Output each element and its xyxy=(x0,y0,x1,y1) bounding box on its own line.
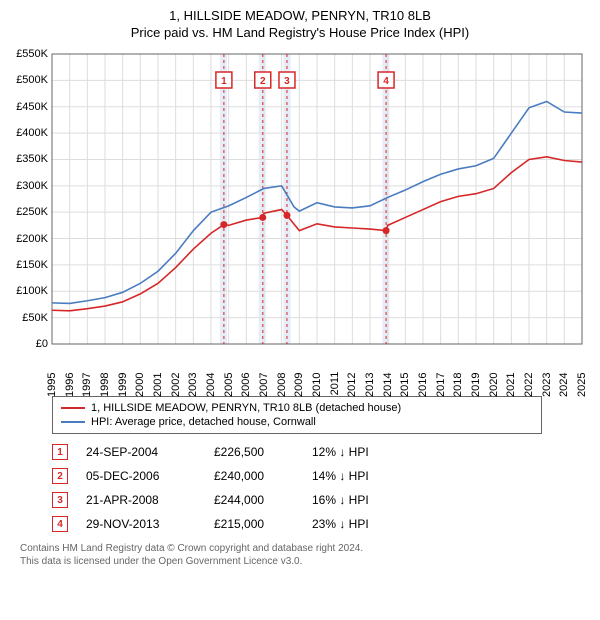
transaction-delta: 12% ↓ HPI xyxy=(312,445,402,459)
y-axis-label: £150K xyxy=(10,259,48,271)
transaction-price: £215,000 xyxy=(214,517,294,531)
y-axis-label: £100K xyxy=(10,285,48,297)
x-axis-label: 2011 xyxy=(329,372,341,396)
transaction-row: 3 21-APR-2008 £244,000 16% ↓ HPI xyxy=(52,488,590,512)
legend-item: 1, HILLSIDE MEADOW, PENRYN, TR10 8LB (de… xyxy=(61,401,533,415)
x-axis-label: 2003 xyxy=(187,372,199,396)
x-axis-label: 2001 xyxy=(152,372,164,396)
y-axis-label: £50K xyxy=(10,312,48,324)
transaction-date: 05-DEC-2006 xyxy=(86,469,196,483)
transaction-marker: 4 xyxy=(52,516,68,532)
transaction-date: 21-APR-2008 xyxy=(86,493,196,507)
x-axis-label: 2020 xyxy=(488,372,500,396)
transaction-price: £244,000 xyxy=(214,493,294,507)
footer-line-2: This data is licensed under the Open Gov… xyxy=(20,555,590,568)
y-axis-label: £350K xyxy=(10,153,48,165)
x-axis-label: 2013 xyxy=(364,372,376,396)
legend-label: HPI: Average price, detached house, Corn… xyxy=(91,416,316,428)
transaction-delta: 23% ↓ HPI xyxy=(312,517,402,531)
x-axis-label: 2017 xyxy=(435,372,447,396)
transaction-marker: 1 xyxy=(52,444,68,460)
x-axis-label: 2009 xyxy=(293,372,305,396)
chart-svg: 1 2 3 4 xyxy=(10,48,590,388)
x-axis-label: 2015 xyxy=(399,372,411,396)
x-axis-label: 2008 xyxy=(276,372,288,396)
transaction-date: 29-NOV-2013 xyxy=(86,517,196,531)
transaction-marker: 3 xyxy=(52,492,68,508)
x-axis-label: 1999 xyxy=(117,372,129,396)
transaction-row: 1 24-SEP-2004 £226,500 12% ↓ HPI xyxy=(52,440,590,464)
transaction-price: £226,500 xyxy=(214,445,294,459)
footer-line-1: Contains HM Land Registry data © Crown c… xyxy=(20,542,590,555)
y-axis-label: £550K xyxy=(10,48,48,60)
x-axis-label: 2019 xyxy=(470,372,482,396)
x-axis-label: 2004 xyxy=(205,372,217,396)
transaction-marker: 2 xyxy=(52,468,68,484)
legend-swatch xyxy=(61,407,85,409)
y-axis-label: £200K xyxy=(10,233,48,245)
x-axis-label: 2005 xyxy=(223,372,235,396)
footer-attribution: Contains HM Land Registry data © Crown c… xyxy=(20,542,590,568)
y-axis-label: £450K xyxy=(10,101,48,113)
x-axis-label: 2018 xyxy=(452,372,464,396)
chart-container: 1, HILLSIDE MEADOW, PENRYN, TR10 8LB Pri… xyxy=(0,0,600,574)
x-axis-label: 2002 xyxy=(170,372,182,396)
y-axis-label: £400K xyxy=(10,127,48,139)
transaction-delta: 16% ↓ HPI xyxy=(312,493,402,507)
chart-area: 1 2 3 4 £0 £50K £100K £150K £200K £250K £300K £350… xyxy=(10,48,590,388)
x-axis-label: 2022 xyxy=(523,372,535,396)
x-axis-label: 2012 xyxy=(346,372,358,396)
x-axis-label: 2021 xyxy=(505,372,517,396)
x-axis-label: 2010 xyxy=(311,372,323,396)
transaction-row: 4 29-NOV-2013 £215,000 23% ↓ HPI xyxy=(52,512,590,536)
x-axis-label: 1998 xyxy=(99,372,111,396)
chart-subtitle: Price paid vs. HM Land Registry's House … xyxy=(10,25,590,40)
x-axis-label: 2014 xyxy=(382,372,394,396)
x-axis-label: 2024 xyxy=(558,372,570,396)
x-axis-label: 2016 xyxy=(417,372,429,396)
x-axis-label: 1995 xyxy=(46,372,58,396)
x-axis-label: 2025 xyxy=(576,372,588,396)
legend-swatch xyxy=(61,421,85,423)
transactions-table: 1 24-SEP-2004 £226,500 12% ↓ HPI 2 05-DEC-200… xyxy=(52,440,590,536)
y-axis-label: £0 xyxy=(10,338,48,350)
transaction-date: 24-SEP-2004 xyxy=(86,445,196,459)
y-axis-label: £250K xyxy=(10,206,48,218)
chart-title: 1, HILLSIDE MEADOW, PENRYN, TR10 8LB xyxy=(10,8,590,23)
legend: 1, HILLSIDE MEADOW, PENRYN, TR10 8LB (de… xyxy=(52,396,542,434)
x-axis-label: 1997 xyxy=(81,372,93,396)
svg-text:3: 3 xyxy=(284,76,290,87)
y-axis-label: £300K xyxy=(10,180,48,192)
y-axis-label: £500K xyxy=(10,74,48,86)
x-axis-label: 2006 xyxy=(240,372,252,396)
x-axis-label: 2023 xyxy=(541,372,553,396)
svg-text:2: 2 xyxy=(260,76,266,87)
legend-item: HPI: Average price, detached house, Corn… xyxy=(61,415,533,429)
svg-text:1: 1 xyxy=(221,76,227,87)
transaction-delta: 14% ↓ HPI xyxy=(312,469,402,483)
transaction-price: £240,000 xyxy=(214,469,294,483)
legend-label: 1, HILLSIDE MEADOW, PENRYN, TR10 8LB (de… xyxy=(91,402,401,414)
svg-text:4: 4 xyxy=(383,76,389,87)
transaction-row: 2 05-DEC-2006 £240,000 14% ↓ HPI xyxy=(52,464,590,488)
x-axis-label: 2000 xyxy=(134,372,146,396)
x-axis-label: 1996 xyxy=(64,372,76,396)
x-axis-label: 2007 xyxy=(258,372,270,396)
